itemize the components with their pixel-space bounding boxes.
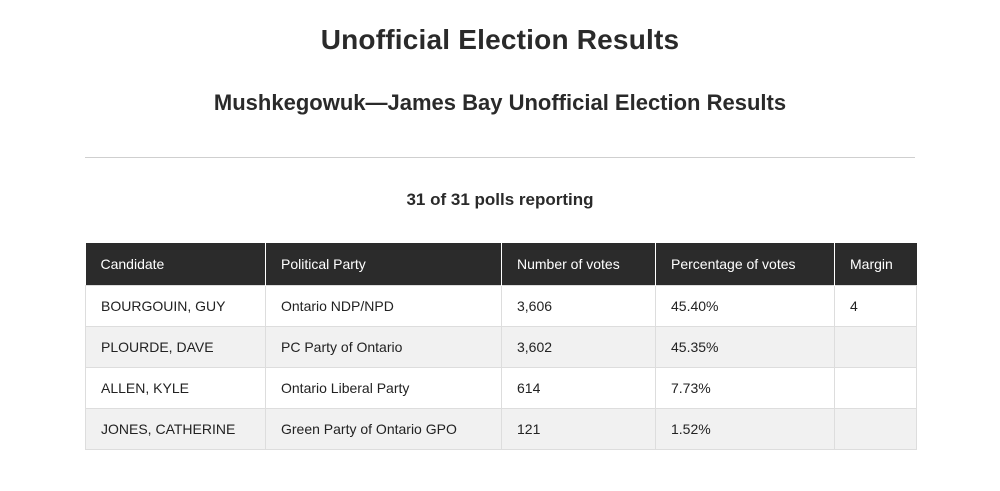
votes-cell: 3,602 [501,325,656,368]
margin-cell [834,366,917,409]
candidate-cell: BOURGOUIN, GUY [85,284,266,327]
percentage-cell: 45.35% [655,325,835,368]
divider [85,157,915,158]
table-row: JONES, CATHERINE Green Party of Ontario … [85,407,917,450]
table-row: ALLEN, KYLE Ontario Liberal Party 614 7.… [85,366,917,409]
percentage-cell: 1.52% [655,407,835,450]
votes-cell: 121 [501,407,656,450]
party-cell: Ontario Liberal Party [265,366,502,409]
margin-cell [834,407,917,450]
header-party: Political Party [265,243,502,285]
table-header-row: Candidate Political Party Number of vote… [85,243,917,285]
header-percentage: Percentage of votes [655,243,835,285]
header-margin: Margin [834,243,917,285]
results-table: Candidate Political Party Number of vote… [85,243,917,450]
header-candidate: Candidate [85,243,266,285]
riding-title: Mushkegowuk—James Bay Unofficial Electio… [213,90,787,115]
votes-cell: 614 [501,366,656,409]
table-row: BOURGOUIN, GUY Ontario NDP/NPD 3,606 45.… [85,284,917,327]
candidate-cell: JONES, CATHERINE [85,407,266,450]
table-row: PLOURDE, DAVE PC Party of Ontario 3,602 … [85,325,917,368]
party-cell: Ontario NDP/NPD [265,284,502,327]
polls-reporting: 31 of 31 polls reporting [406,190,594,209]
page-title: Unofficial Election Results [320,24,680,55]
margin-cell [834,325,917,368]
header-votes: Number of votes [501,243,656,285]
votes-cell: 3,606 [501,284,656,327]
party-cell: Green Party of Ontario GPO [265,407,502,450]
percentage-cell: 7.73% [655,366,835,409]
candidate-cell: PLOURDE, DAVE [85,325,266,368]
candidate-cell: ALLEN, KYLE [85,366,266,409]
party-cell: PC Party of Ontario [265,325,502,368]
percentage-cell: 45.40% [655,284,835,327]
margin-cell: 4 [834,284,917,327]
